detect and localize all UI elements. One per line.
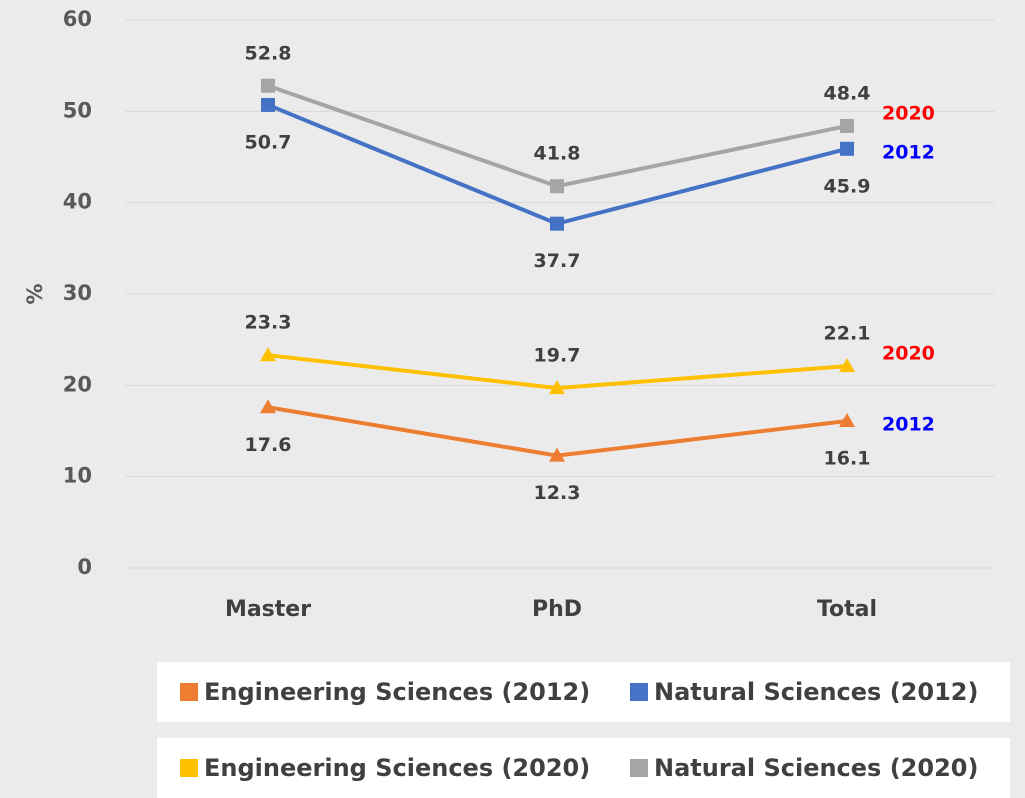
data-label: 16.1 xyxy=(824,447,871,469)
data-label: 52.8 xyxy=(245,42,292,64)
data-label: 41.8 xyxy=(534,143,581,165)
marker xyxy=(839,358,855,373)
data-label: 17.6 xyxy=(245,434,292,456)
marker xyxy=(549,380,565,395)
marker xyxy=(261,97,275,112)
data-label: 23.3 xyxy=(245,312,292,334)
marker xyxy=(550,179,564,194)
marker xyxy=(840,141,854,156)
annotation: 2012 xyxy=(882,413,935,435)
legend-label: Engineering Sciences (2020) xyxy=(204,754,590,782)
legend-box xyxy=(157,738,1010,798)
legend-swatch xyxy=(630,683,648,701)
y-tick-label: 60 xyxy=(63,7,92,31)
data-label: 22.1 xyxy=(824,323,871,345)
marker xyxy=(260,347,276,362)
legend-label: Engineering Sciences (2012) xyxy=(204,678,590,706)
y-tick-label: 50 xyxy=(63,98,92,122)
data-label: 37.7 xyxy=(534,250,581,272)
data-label: 45.9 xyxy=(824,175,871,197)
annotation: 2020 xyxy=(882,343,935,365)
legend-box xyxy=(157,662,1010,722)
annotation: 2020 xyxy=(882,102,935,124)
data-label: 50.7 xyxy=(245,131,292,153)
marker xyxy=(840,118,854,133)
data-label: 48.4 xyxy=(824,82,871,104)
legend-label: Natural Sciences (2012) xyxy=(654,678,978,706)
y-tick-label: 20 xyxy=(63,372,92,396)
marker xyxy=(260,399,276,414)
y-tick-label: 40 xyxy=(63,190,92,214)
marker xyxy=(261,78,275,93)
y-tick-label: 10 xyxy=(63,464,92,488)
y-axis-label: % xyxy=(23,283,47,304)
legend-label: Natural Sciences (2020) xyxy=(654,754,978,782)
annotation: 2012 xyxy=(882,141,935,163)
data-label: 19.7 xyxy=(534,345,581,367)
legend-swatch xyxy=(180,759,198,777)
marker xyxy=(549,447,565,462)
x-tick-label: Total xyxy=(817,597,877,622)
legend-swatch xyxy=(180,683,198,701)
marker xyxy=(839,412,855,427)
y-tick-label: 30 xyxy=(63,281,92,305)
marker xyxy=(550,216,564,231)
x-tick-label: Master xyxy=(225,597,311,622)
legend-swatch xyxy=(630,759,648,777)
x-tick-label: PhD xyxy=(532,597,582,622)
data-label: 12.3 xyxy=(534,482,581,504)
y-tick-label: 0 xyxy=(77,555,92,579)
